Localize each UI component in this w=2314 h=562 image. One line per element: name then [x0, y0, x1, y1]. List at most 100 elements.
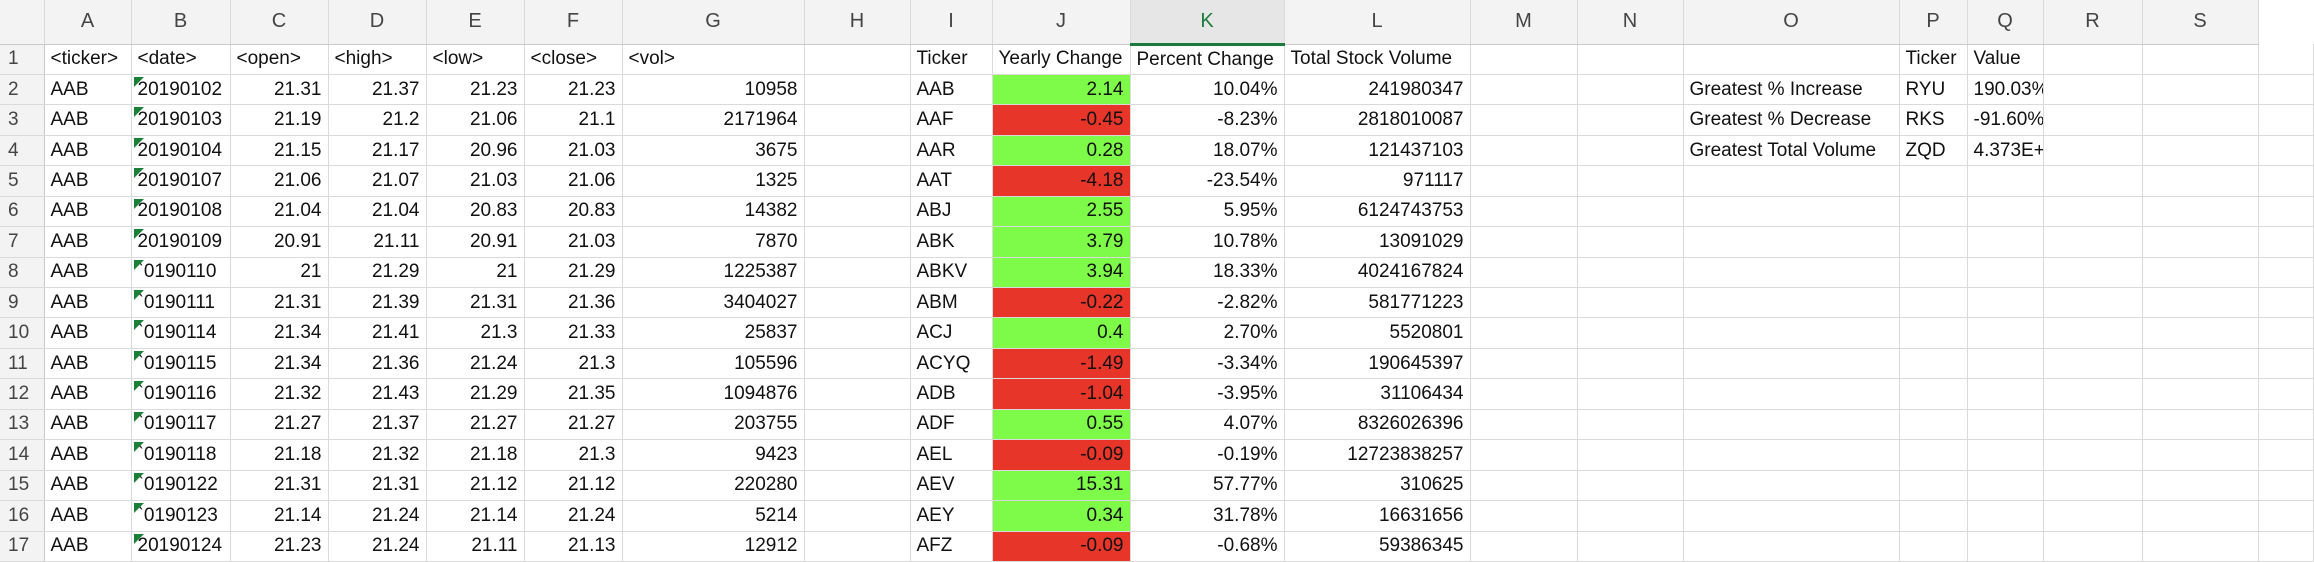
row-header[interactable]: 7	[0, 226, 45, 258]
error-indicator-icon[interactable]	[133, 137, 144, 148]
cell-o[interactable]: Greatest % Decrease	[1683, 104, 1900, 136]
cell-k[interactable]: 18.33%	[1130, 257, 1285, 289]
cell-h[interactable]	[804, 531, 911, 562]
cell-i[interactable]: ABM	[910, 287, 993, 319]
cell-a[interactable]: AAB	[44, 287, 132, 319]
cell-t[interactable]	[2258, 348, 2314, 380]
cell-m[interactable]	[1470, 439, 1578, 471]
cell-h[interactable]	[804, 257, 911, 289]
cell-n[interactable]	[1577, 348, 1684, 380]
cell-k[interactable]: -23.54%	[1130, 165, 1285, 197]
cell-a[interactable]: AAB	[44, 531, 132, 562]
cell-s[interactable]	[2142, 317, 2259, 349]
cell-h[interactable]	[804, 409, 911, 441]
cell-j[interactable]: Yearly Change	[992, 44, 1131, 75]
cell-o[interactable]	[1683, 531, 1900, 562]
cell-s[interactable]	[2142, 196, 2259, 228]
cell-k[interactable]: -2.82%	[1130, 287, 1285, 319]
cell-c[interactable]: 21.31	[230, 470, 329, 502]
cell-a[interactable]: AAB	[44, 165, 132, 197]
cell-n[interactable]	[1577, 226, 1684, 258]
cell-h[interactable]	[804, 135, 911, 167]
cell-r[interactable]	[2043, 531, 2143, 562]
cell-o[interactable]	[1683, 317, 1900, 349]
cell-f[interactable]: 21.29	[524, 257, 623, 289]
cell-o[interactable]	[1683, 470, 1900, 502]
cell-q[interactable]	[1967, 378, 2044, 410]
cell-j[interactable]: -0.45	[992, 104, 1131, 136]
cell-p[interactable]	[1899, 317, 1968, 349]
cell-j[interactable]: 0.4	[992, 317, 1131, 349]
cell-q[interactable]: 4.373E+12	[1967, 135, 2044, 167]
cell-l[interactable]: 16631656	[1284, 500, 1471, 532]
cell-p[interactable]	[1899, 470, 1968, 502]
cell-l[interactable]: 581771223	[1284, 287, 1471, 319]
cell-k[interactable]: 18.07%	[1130, 135, 1285, 167]
cell-f[interactable]: 21.3	[524, 348, 623, 380]
cell-i[interactable]: AEV	[910, 470, 993, 502]
cell-q[interactable]	[1967, 409, 2044, 441]
cell-r[interactable]	[2043, 226, 2143, 258]
cell-p[interactable]	[1899, 196, 1968, 228]
cell-j[interactable]: -1.04	[992, 378, 1131, 410]
cell-i[interactable]: ABJ	[910, 196, 993, 228]
cell-r[interactable]	[2043, 104, 2143, 136]
cell-j[interactable]: 15.31	[992, 470, 1131, 502]
cell-j[interactable]: -0.09	[992, 439, 1131, 471]
cell-e[interactable]: 21.11	[426, 531, 525, 562]
cell-a[interactable]: AAB	[44, 135, 132, 167]
cell-i[interactable]: ADB	[910, 378, 993, 410]
cell-e[interactable]: 21.12	[426, 470, 525, 502]
cell-g[interactable]: 1325	[622, 165, 805, 197]
cell-t[interactable]	[2258, 165, 2314, 197]
cell-l[interactable]: 121437103	[1284, 135, 1471, 167]
cell-o[interactable]: Greatest % Increase	[1683, 74, 1900, 106]
error-indicator-icon[interactable]	[133, 381, 144, 392]
row-header[interactable]: 17	[0, 531, 45, 562]
cell-p[interactable]	[1899, 165, 1968, 197]
cell-s[interactable]	[2142, 531, 2259, 562]
cell-d[interactable]: 21.37	[328, 409, 427, 441]
cell-m[interactable]	[1470, 500, 1578, 532]
cell-b[interactable]: `0190115	[131, 348, 231, 380]
cell-q[interactable]	[1967, 348, 2044, 380]
column-header-j[interactable]: J	[992, 0, 1131, 45]
cell-l[interactable]: 12723838257	[1284, 439, 1471, 471]
cell-q[interactable]	[1967, 531, 2044, 562]
row-header[interactable]: 1	[0, 44, 45, 75]
column-header-a[interactable]: A	[44, 0, 132, 45]
cell-n[interactable]	[1577, 409, 1684, 441]
cell-i[interactable]: ABKV	[910, 257, 993, 289]
cell-l[interactable]: Total Stock Volume	[1284, 44, 1471, 75]
cell-o[interactable]	[1683, 287, 1900, 319]
cell-p[interactable]	[1899, 287, 1968, 319]
cell-h[interactable]	[804, 317, 911, 349]
cell-m[interactable]	[1470, 44, 1578, 75]
cell-g[interactable]: 1225387	[622, 257, 805, 289]
cell-d[interactable]: 21.32	[328, 439, 427, 471]
cell-t[interactable]	[2258, 226, 2314, 258]
cell-o[interactable]	[1683, 257, 1900, 289]
row-header[interactable]: 3	[0, 104, 45, 136]
cell-c[interactable]: <open>	[230, 44, 329, 75]
cell-f[interactable]: 21.27	[524, 409, 623, 441]
cell-l[interactable]: 59386345	[1284, 531, 1471, 562]
cell-o[interactable]	[1683, 500, 1900, 532]
cell-f[interactable]: 21.23	[524, 74, 623, 106]
cell-e[interactable]: 21.29	[426, 378, 525, 410]
cell-m[interactable]	[1470, 196, 1578, 228]
column-header-o[interactable]: O	[1683, 0, 1900, 45]
cell-e[interactable]: 21.06	[426, 104, 525, 136]
cell-d[interactable]: 21.2	[328, 104, 427, 136]
cell-q[interactable]	[1967, 317, 2044, 349]
cell-k[interactable]: 2.70%	[1130, 317, 1285, 349]
cell-n[interactable]	[1577, 470, 1684, 502]
cell-k[interactable]: Percent Change	[1130, 44, 1285, 75]
cell-o[interactable]	[1683, 196, 1900, 228]
cell-b[interactable]: 20190104	[131, 135, 231, 167]
row-header[interactable]: 10	[0, 317, 45, 349]
cell-l[interactable]: 190645397	[1284, 348, 1471, 380]
error-indicator-icon[interactable]	[133, 229, 144, 240]
cell-a[interactable]: AAB	[44, 470, 132, 502]
row-header[interactable]: 14	[0, 439, 45, 471]
